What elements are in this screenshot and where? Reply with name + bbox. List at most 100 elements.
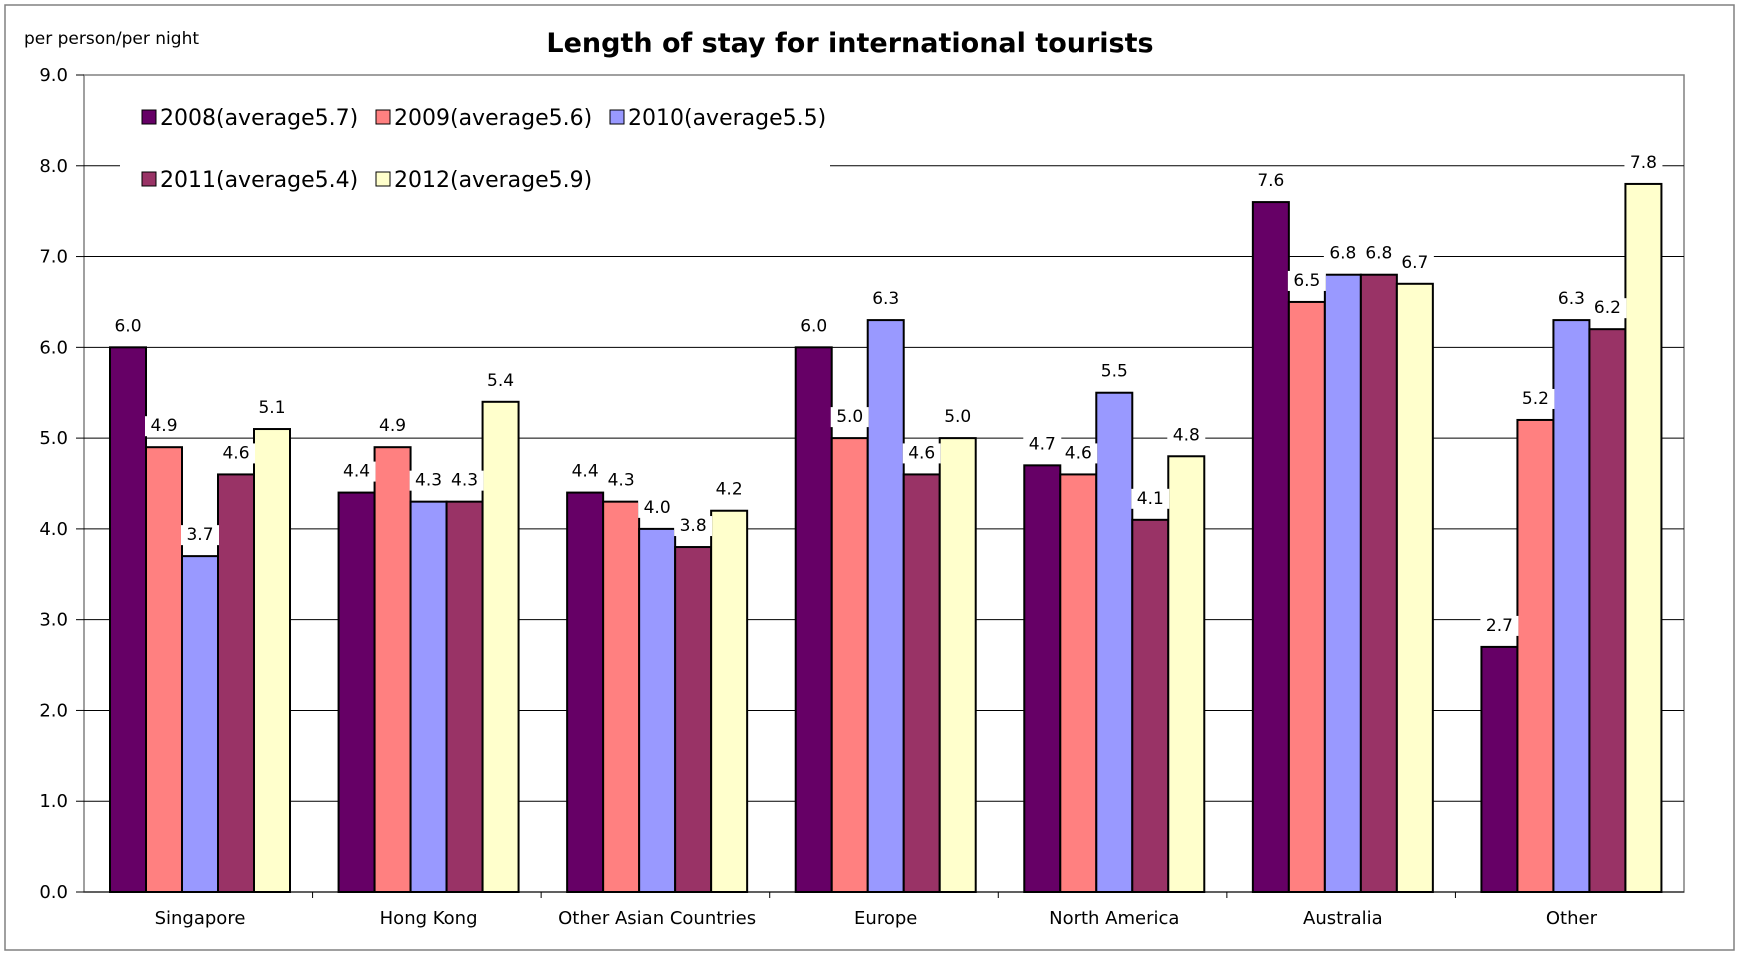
bar xyxy=(674,546,713,893)
data-label-background xyxy=(1588,298,1627,319)
data-label-background xyxy=(181,525,219,546)
bar xyxy=(566,491,605,893)
legend-swatch xyxy=(141,109,157,125)
bar xyxy=(1516,418,1555,893)
data-label-background xyxy=(145,416,183,437)
bar xyxy=(445,500,484,893)
legend-entry: 2009(average5.6) xyxy=(394,106,592,131)
y-tick-label: 4.0 xyxy=(39,519,68,540)
bar xyxy=(938,437,977,893)
data-label-background xyxy=(1131,488,1170,509)
data-label-background xyxy=(602,470,641,491)
data-label: 4.1 xyxy=(1137,489,1164,509)
y-tick-label: 1.0 xyxy=(39,791,68,812)
data-labels: 6.0 4.9 3.7 4.6 5.1 4.4 4.9 4.3 4.3 5.4 4.4 4.3 4.0 3… xyxy=(109,152,1663,636)
bar xyxy=(902,473,941,893)
y-tick-label: 3.0 xyxy=(39,610,68,631)
x-category-label: Other xyxy=(1546,908,1598,929)
bar xyxy=(1480,645,1519,894)
data-label: 5.2 xyxy=(1522,389,1549,409)
x-category-label: Europe xyxy=(854,908,917,929)
data-label: 4.9 xyxy=(379,416,406,436)
data-label: 5.0 xyxy=(944,407,971,427)
data-label-background xyxy=(566,461,605,482)
bar xyxy=(1287,300,1326,893)
x-category-label: North America xyxy=(1049,908,1179,929)
data-label-background xyxy=(1095,361,1134,382)
bar xyxy=(109,346,147,894)
data-label: 6.8 xyxy=(1365,244,1392,264)
bar xyxy=(710,509,749,893)
legend-entry: 2010(average5.5) xyxy=(628,106,826,131)
data-label: 7.6 xyxy=(1257,171,1284,191)
data-label-background xyxy=(638,497,677,518)
data-label: 5.5 xyxy=(1101,362,1128,382)
y-tick-label: 2.0 xyxy=(39,700,68,721)
bar xyxy=(1131,518,1170,893)
bar xyxy=(1395,282,1434,893)
y-tick-label: 8.0 xyxy=(39,156,68,177)
y-tick-label: 0.0 xyxy=(39,882,68,903)
data-label: 4.6 xyxy=(1065,443,1092,463)
legend-background xyxy=(120,90,830,210)
data-label-background xyxy=(794,316,833,337)
data-label: 4.9 xyxy=(150,416,177,436)
data-label: 4.6 xyxy=(908,443,935,463)
data-label: 6.2 xyxy=(1594,298,1621,318)
data-label-background xyxy=(1552,289,1591,310)
y-tick-label: 9.0 xyxy=(39,65,68,86)
y-tick-label: 6.0 xyxy=(39,337,68,358)
y-tick-label: 7.0 xyxy=(39,247,68,268)
data-label: 4.2 xyxy=(716,480,743,500)
bar xyxy=(373,446,412,893)
bar xyxy=(409,500,448,893)
data-label-background xyxy=(373,416,412,437)
data-label: 4.4 xyxy=(343,462,370,482)
data-label: 4.0 xyxy=(644,498,671,518)
data-label: 4.3 xyxy=(451,471,478,491)
legend-swatch xyxy=(375,171,391,187)
data-label-background xyxy=(409,470,448,491)
bar xyxy=(602,500,641,893)
legend-swatch xyxy=(141,171,157,187)
data-label-background xyxy=(938,407,977,428)
data-label: 7.8 xyxy=(1630,153,1657,173)
bar xyxy=(1167,455,1206,893)
data-label-background xyxy=(481,370,520,391)
bar xyxy=(1023,464,1062,893)
data-label: 3.8 xyxy=(680,516,707,536)
bar xyxy=(337,491,376,893)
data-label-background xyxy=(253,398,291,419)
legend-entry: 2012(average5.9) xyxy=(394,168,592,193)
data-label-background xyxy=(1359,243,1398,264)
bar xyxy=(181,555,219,893)
x-category-label: Other Asian Countries xyxy=(558,908,756,929)
x-axis-categories: Singapore Hong Kong Other Asian Countries E… xyxy=(155,908,1598,929)
data-label-background xyxy=(1516,388,1555,409)
data-label-background xyxy=(830,407,869,428)
data-label: 4.6 xyxy=(222,443,249,463)
data-label: 5.1 xyxy=(258,398,285,418)
data-label: 6.3 xyxy=(1558,289,1585,309)
bar xyxy=(638,527,677,894)
legend: 2008(average5.7) 2009(average5.6) 2010(ave… xyxy=(120,90,830,210)
legend-entry: 2008(average5.7) xyxy=(160,106,358,131)
data-label-background xyxy=(217,443,255,464)
data-label: 5.0 xyxy=(836,407,863,427)
data-label-background xyxy=(902,443,941,464)
y-axis-ticks: 0.0 1.0 2.0 3.0 4.0 5.0 6.0 7.0 8.0 9.0 xyxy=(39,65,84,903)
data-label-background xyxy=(337,461,376,482)
data-label: 6.0 xyxy=(800,316,827,336)
data-label: 6.3 xyxy=(872,289,899,309)
data-label-background xyxy=(1059,443,1098,464)
bar xyxy=(145,446,183,893)
x-category-label: Hong Kong xyxy=(380,908,478,929)
legend-entry: 2011(average5.4) xyxy=(160,168,358,193)
y-axis-unit-label: per person/per night xyxy=(24,29,199,49)
data-label-background xyxy=(1251,171,1290,192)
data-label-background xyxy=(710,479,749,500)
x-category-label: Australia xyxy=(1303,908,1383,929)
data-label: 6.8 xyxy=(1329,244,1356,264)
data-label: 6.5 xyxy=(1293,271,1320,291)
data-label: 4.7 xyxy=(1029,434,1056,454)
